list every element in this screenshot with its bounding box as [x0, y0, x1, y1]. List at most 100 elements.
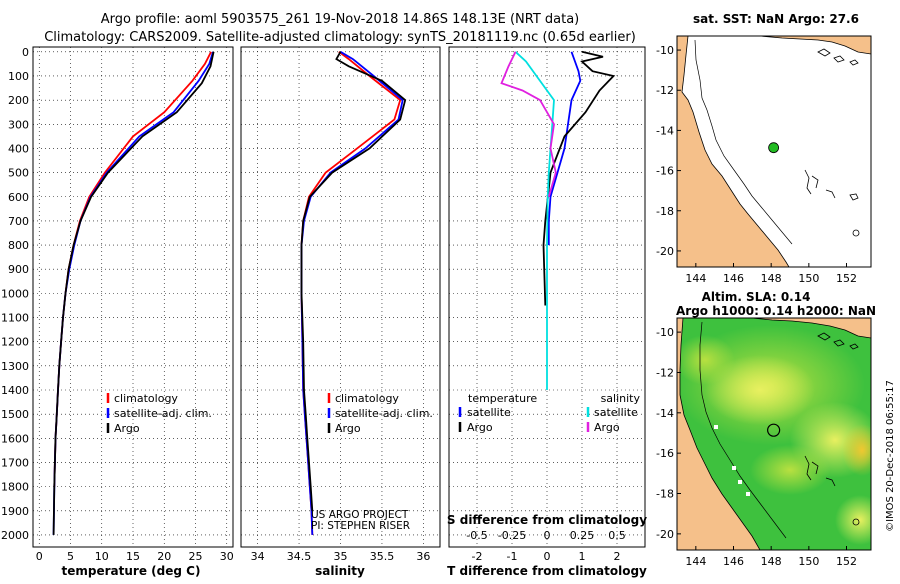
legend-label: Argo — [335, 422, 361, 435]
depth-tick-label: 600 — [8, 191, 29, 204]
difference-lines — [500, 50, 616, 390]
depth-tick-label: 1500 — [1, 408, 29, 421]
depth-tick-label: 0 — [22, 46, 29, 59]
salinity-legend: climatology satellite-adj. clim. Argo — [327, 392, 433, 435]
map-y-tick-label: -18 — [656, 488, 674, 501]
sst-map-reef-ring — [852, 229, 860, 237]
difference-panel: -2 -1 0 1 2 S difference from climatology -0… — [447, 46, 647, 578]
depth-axis: 0 100 200 300 400 500 600 700 800 900 1000 1100 1200… — [1, 46, 29, 542]
sst-map-land-png — [759, 36, 871, 55]
depth-tick-label: 1000 — [1, 287, 29, 300]
map-y-tick-label: -10 — [656, 326, 674, 339]
depth-tick-label: 1100 — [1, 312, 29, 325]
x-tick-label: 15 — [126, 550, 140, 563]
map-x-tick-label: 146 — [723, 555, 744, 568]
legend-label: climatology — [335, 392, 399, 405]
sla-map-islands — [804, 332, 859, 487]
series-line — [500, 51, 557, 198]
sst-map-axes: 144 146 148 150 152 -10 -12 -14 -16 -18 -20 — [656, 44, 857, 285]
x-tick-label: 5 — [67, 550, 74, 563]
temperature-frame — [32, 46, 234, 548]
x-tick-label: 20 — [157, 550, 171, 563]
legend-label: satellite-adj. clim. — [335, 407, 433, 420]
salinity-panel: 34 34.5 35 35.5 36 salinity climatology satel… — [240, 46, 441, 578]
sla-map-title-2: Argo h1000: 0.14 h2000: NaN — [676, 304, 876, 318]
x-tick-label: 0 — [36, 550, 43, 563]
legend-title: salinity — [601, 392, 641, 405]
sst-map-land-australia — [677, 36, 790, 267]
map-y-tick-label: -14 — [656, 124, 674, 137]
salinity-difference-ticks: -0.5 -0.25 0 0.25 0.5 — [466, 529, 625, 542]
x-tick-label: -2 — [472, 550, 483, 563]
temperature-legend: climatology satellite-adj. clim. Argo — [106, 392, 212, 435]
map-y-tick-label: -16 — [656, 447, 674, 460]
attribution-line-2: PI: STEPHEN RISER — [311, 520, 410, 532]
x2-tick-label: 0.25 — [570, 529, 595, 542]
temperature-xlabel: temperature (deg C) — [62, 564, 201, 578]
depth-tick-label: 1800 — [1, 481, 29, 494]
x2-tick-label: -0.25 — [498, 529, 526, 542]
salinity-frame — [240, 46, 441, 548]
legend-label: Argo — [467, 421, 493, 434]
depth-tick-label: 100 — [8, 70, 29, 83]
sla-map-reef-ring — [852, 518, 860, 526]
x2-tick-label: -0.5 — [466, 529, 487, 542]
depth-tick-label: 200 — [8, 94, 29, 107]
series-line — [52, 51, 215, 535]
legend-label: Argo — [114, 422, 140, 435]
title-line-1: Argo profile: aoml 5903575_261 19-Nov-20… — [101, 12, 580, 27]
title-line-2: Climatology: CARS2009. Satellite-adjuste… — [44, 30, 636, 45]
depth-tick-label: 300 — [8, 118, 29, 131]
map-y-tick-label: -12 — [656, 366, 674, 379]
x-tick-label: 35.5 — [370, 550, 395, 563]
map-x-tick-label: 148 — [761, 555, 782, 568]
x-tick-label: 0 — [544, 550, 551, 563]
map-y-tick-label: -12 — [656, 84, 674, 97]
depth-tick-label: 500 — [8, 167, 29, 180]
salinity-grid — [241, 47, 440, 547]
legend-label: satellite-adj. clim. — [114, 407, 212, 420]
map-y-tick-label: -10 — [656, 44, 674, 57]
map-x-tick-label: 150 — [798, 272, 819, 285]
temperature-xticks: 0 5 10 15 20 25 30 — [36, 550, 234, 563]
sla-map-axes: 144 146 148 150 152 -10 -12 -14 -16 -18 -20 — [656, 326, 857, 568]
legend-label: satellite — [467, 406, 511, 419]
temperature-panel: 0 5 10 15 20 25 30 temperature (deg C) climato… — [32, 46, 234, 578]
depth-tick-label: 900 — [8, 263, 29, 276]
x-tick-label: 1 — [579, 550, 586, 563]
map-y-tick-label: -20 — [656, 245, 674, 258]
sst-map-title: sat. SST: NaN Argo: 27.6 — [693, 12, 859, 26]
depth-tick-label: 1400 — [1, 384, 29, 397]
sla-map-frame — [676, 317, 872, 551]
map-y-tick-label: -14 — [656, 407, 674, 420]
depth-tick-label: 800 — [8, 239, 29, 252]
map-x-tick-label: 148 — [761, 272, 782, 285]
temperature-grid — [33, 47, 233, 547]
x-tick-label: 35 — [334, 550, 348, 563]
sst-map-islands — [804, 48, 859, 201]
series-line — [300, 51, 407, 511]
sla-map-shelf-contour — [699, 321, 787, 539]
sla-map-title-1: Altim. SLA: 0.14 — [702, 290, 811, 304]
series-line — [542, 50, 616, 306]
difference-frame — [448, 46, 646, 548]
difference-grid — [449, 47, 645, 547]
map-y-tick-label: -18 — [656, 205, 674, 218]
depth-tick-label: 700 — [8, 215, 29, 228]
depth-tick-label: 1900 — [1, 505, 29, 518]
difference-xticks: -2 -1 0 1 2 — [472, 550, 621, 563]
sst-map-float-marker — [768, 142, 780, 154]
sla-map-float-marker — [767, 423, 781, 437]
x-tick-label: 10 — [95, 550, 109, 563]
map-x-tick-label: 152 — [836, 272, 857, 285]
salinity-xlabel: salinity — [315, 564, 365, 578]
depth-tick-label: 400 — [8, 142, 29, 155]
salinity-lines — [300, 51, 407, 535]
map-x-tick-label: 150 — [798, 555, 819, 568]
x-tick-label: -1 — [507, 550, 518, 563]
legend-title: temperature — [468, 392, 537, 405]
map-x-tick-label: 152 — [836, 555, 857, 568]
x-tick-label: 2 — [614, 550, 621, 563]
depth-tick-label: 1700 — [1, 456, 29, 469]
